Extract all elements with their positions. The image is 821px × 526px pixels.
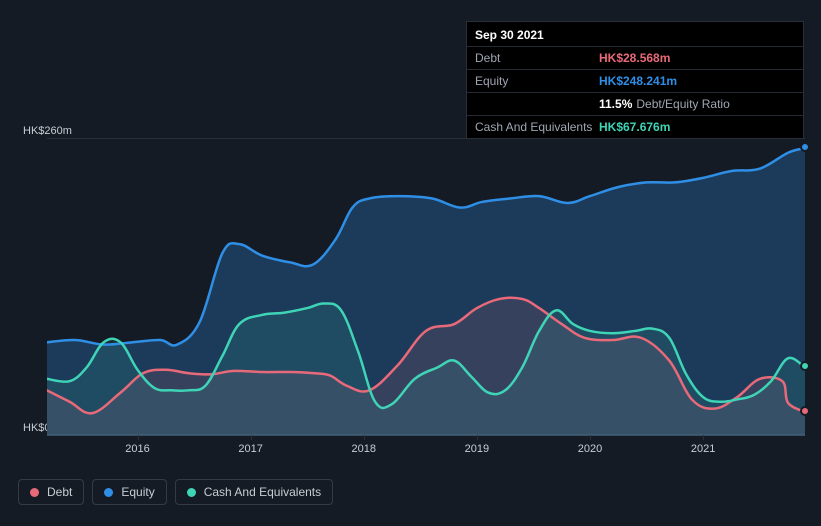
tooltip-row: DebtHK$28.568m: [467, 46, 803, 69]
legend-swatch: [104, 488, 113, 497]
x-tick: [590, 435, 591, 440]
x-tick: [477, 435, 478, 440]
tooltip-row-value: HK$67.676m: [599, 120, 670, 134]
tooltip-row-value: 11.5%Debt/Equity Ratio: [599, 97, 730, 111]
legend-label: Cash And Equivalents: [204, 485, 321, 499]
legend-label: Debt: [47, 485, 72, 499]
x-tick: [251, 435, 252, 440]
x-axis-label: 2020: [578, 443, 602, 455]
legend-swatch: [30, 488, 39, 497]
legend-swatch: [187, 488, 196, 497]
x-axis: 2016 2017 2018 2019 2020 2021: [47, 440, 805, 460]
tooltip-row-value: HK$248.241m: [599, 74, 677, 88]
series-end-marker-equity: [800, 142, 810, 152]
legend-item-cash[interactable]: Cash And Equivalents: [175, 479, 333, 505]
tooltip-row-label: Debt: [475, 51, 599, 65]
legend-item-debt[interactable]: Debt: [18, 479, 84, 505]
x-axis-label: 2019: [465, 443, 489, 455]
tooltip-row-value: HK$28.568m: [599, 51, 670, 65]
x-axis-label: 2017: [238, 443, 262, 455]
tooltip-row: 11.5%Debt/Equity Ratio: [467, 92, 803, 115]
tooltip-row-suffix: Debt/Equity Ratio: [636, 97, 729, 111]
x-tick: [364, 435, 365, 440]
x-axis-label: 2016: [125, 443, 149, 455]
legend-label: Equity: [121, 485, 154, 499]
tooltip-row: EquityHK$248.241m: [467, 69, 803, 92]
legend-item-equity[interactable]: Equity: [92, 479, 166, 505]
chart-tooltip: Sep 30 2021 DebtHK$28.568mEquityHK$248.2…: [466, 21, 804, 139]
y-axis-label: HK$260m: [23, 125, 72, 137]
tooltip-row: Cash And EquivalentsHK$67.676m: [467, 115, 803, 138]
tooltip-date: Sep 30 2021: [467, 22, 803, 46]
series-end-marker-debt: [800, 406, 810, 416]
series-end-marker-cash: [800, 361, 810, 371]
x-axis-label: 2018: [352, 443, 376, 455]
chart-legend: Debt Equity Cash And Equivalents: [18, 479, 333, 505]
x-tick: [138, 435, 139, 440]
tooltip-row-label: Equity: [475, 74, 599, 88]
tooltip-row-label: Cash And Equivalents: [475, 120, 599, 134]
x-tick: [703, 435, 704, 440]
tooltip-row-label: [475, 97, 599, 111]
debt-equity-chart[interactable]: [47, 138, 805, 435]
x-axis-label: 2021: [691, 443, 715, 455]
